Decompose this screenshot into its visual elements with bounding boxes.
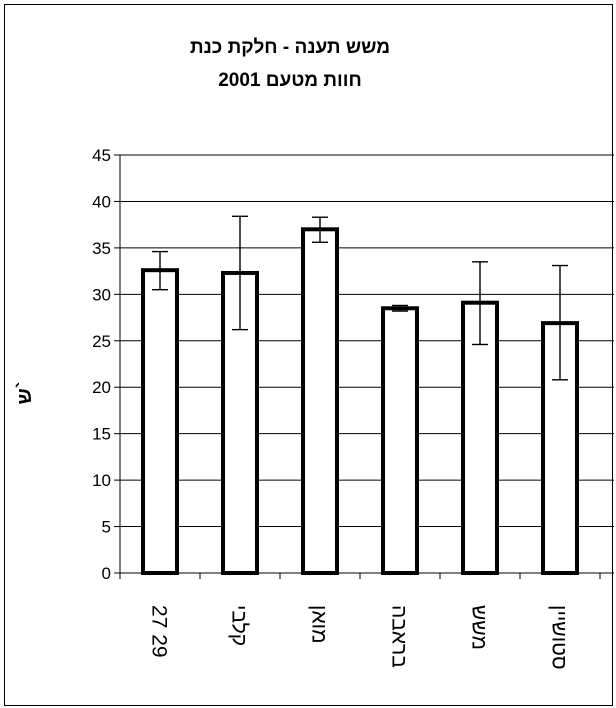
y-tick-label-30: 30 <box>92 285 111 304</box>
y-tick-label-40: 40 <box>92 192 111 211</box>
y-tick-label-5: 5 <box>102 518 111 537</box>
category-label-1: קלבי <box>227 605 250 646</box>
bars <box>141 227 579 576</box>
bar-3 <box>381 306 419 575</box>
y-tick-label-25: 25 <box>92 332 111 351</box>
bar-chart: משש תענה - חלקת כנת חוות מטעם 2001 27 29… <box>14 37 614 670</box>
y-axis-title: ש` <box>14 382 36 405</box>
bar-0 <box>141 268 179 575</box>
y-tick-label-45: 45 <box>92 146 111 165</box>
category-label-2: מואן <box>307 605 330 644</box>
bar-2 <box>301 227 339 576</box>
axis-labels: 27 29 קלבי מואן בראבה משש סטושיין 0 5 10 15 20 25 30… <box>92 146 570 670</box>
y-tick-label-35: 35 <box>92 239 111 258</box>
y-tick-label-20: 20 <box>92 378 111 397</box>
y-tick-label-0: 0 <box>102 564 111 583</box>
y-tick-label-10: 10 <box>92 471 111 490</box>
axes <box>114 154 614 579</box>
chart-title-line-2: חוות מטעם 2001 <box>218 70 362 91</box>
gridlines <box>120 154 614 528</box>
category-label-3: בראבה <box>387 605 410 668</box>
category-label-0: 27 29 <box>147 605 170 658</box>
chart-title-line-1: משש תענה - חלקת כנת <box>190 37 390 58</box>
category-label-4: משש <box>467 605 490 650</box>
y-tick-label-15: 15 <box>92 425 111 444</box>
chart-frame: משש תענה - חלקת כנת חוות מטעם 2001 27 29… <box>4 4 614 706</box>
category-label-5: סטושיין <box>547 605 570 670</box>
error-bars <box>152 215 568 381</box>
